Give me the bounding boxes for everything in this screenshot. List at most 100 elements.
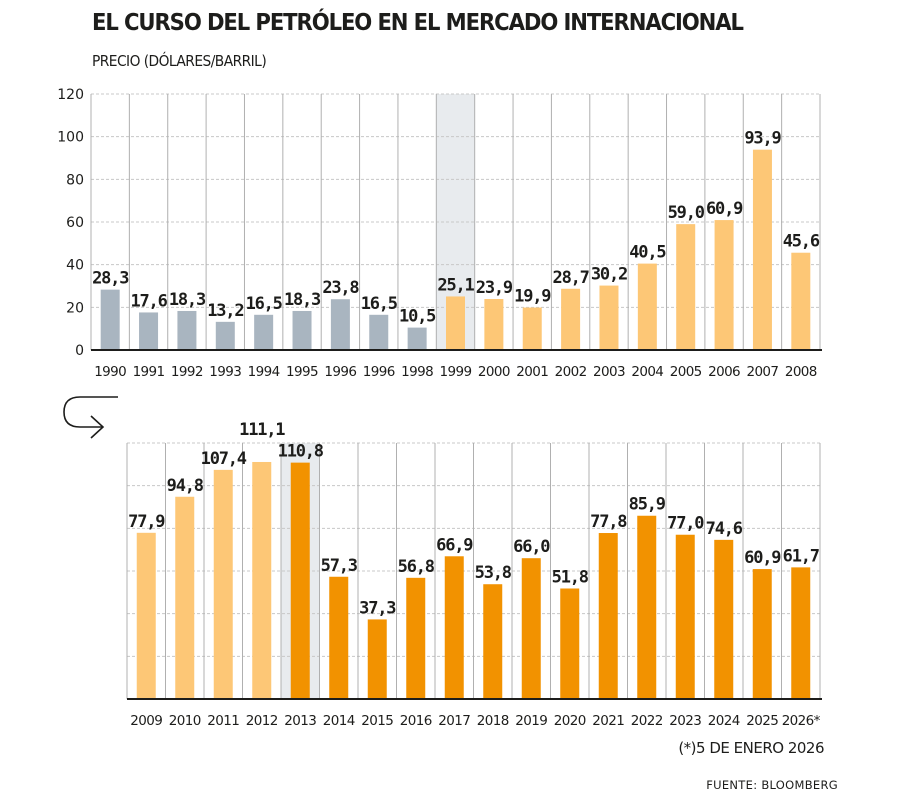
- value-label: 51,8: [552, 567, 589, 587]
- y-tick-label: 120: [57, 87, 84, 103]
- x-tick-label: 2022: [631, 713, 663, 729]
- bar: [752, 569, 772, 699]
- value-label: 77,9: [128, 512, 165, 532]
- bar: [254, 314, 274, 350]
- bar: [521, 558, 541, 699]
- bar: [714, 220, 734, 350]
- x-tick-label: 2023: [669, 713, 701, 729]
- bar: [177, 310, 197, 350]
- x-tick-label: 2003: [593, 364, 625, 380]
- bar: [446, 296, 465, 350]
- value-label: 23,9: [476, 278, 513, 298]
- value-label: 60,9: [744, 548, 781, 568]
- value-label: 28,7: [553, 268, 589, 288]
- x-tick-label: 1990: [94, 364, 126, 380]
- value-label: 110,8: [278, 442, 324, 462]
- y-tick-label: 80: [66, 172, 84, 188]
- x-tick-label: 1993: [209, 364, 241, 380]
- value-label: 30,2: [591, 265, 627, 285]
- value-label: 57,3: [321, 556, 358, 576]
- value-label: 93,9: [744, 129, 781, 149]
- x-tick-label: 2014: [323, 713, 355, 729]
- x-tick-label: 2007: [746, 364, 778, 380]
- x-tick-label: 2017: [438, 713, 470, 729]
- x-tick-label: 2013: [284, 713, 316, 729]
- x-tick-label: 2011: [207, 713, 239, 729]
- x-tick-label: 2012: [246, 713, 278, 729]
- bar: [598, 533, 618, 699]
- y-tick-label: 60: [66, 215, 84, 231]
- x-tick-label: 2018: [477, 713, 509, 729]
- bar: [215, 321, 235, 350]
- x-tick-label: 2006: [708, 364, 740, 380]
- x-tick-label: 2024: [708, 713, 740, 729]
- bar: [637, 263, 657, 350]
- value-label: 40,5: [629, 243, 666, 263]
- value-label: 53,8: [475, 563, 512, 583]
- value-label: 94,8: [167, 476, 204, 496]
- bar: [139, 312, 159, 350]
- value-label: 85,9: [629, 495, 666, 515]
- bar: [175, 496, 195, 699]
- x-tick-label: 1991: [133, 364, 165, 380]
- bar: [522, 307, 542, 350]
- bar: [329, 576, 349, 699]
- bar: [791, 252, 811, 350]
- value-label: 18,3: [284, 290, 321, 310]
- x-tick-label: 1999: [440, 364, 472, 380]
- source-credit: FUENTE: BLOOMBERG: [706, 778, 838, 792]
- value-label: 17,6: [130, 291, 167, 311]
- x-tick-label: 2025: [746, 713, 778, 729]
- curved-arrow-right-icon: [63, 396, 118, 439]
- bar: [444, 556, 464, 699]
- bar: [714, 539, 734, 699]
- bar: [136, 532, 156, 699]
- x-tick-label: 2005: [670, 364, 702, 380]
- bar: [599, 285, 619, 350]
- chart-title: EL CURSO DEL PETRÓLEO EN EL MERCADO INTE…: [92, 10, 744, 36]
- value-label: 25,1: [437, 275, 474, 295]
- x-tick-label: 2015: [361, 713, 393, 729]
- x-tick-label: 2008: [785, 364, 817, 380]
- x-tick-label: 2019: [515, 713, 547, 729]
- x-tick-label: 2020: [554, 713, 586, 729]
- bar: [560, 588, 580, 699]
- x-tick-label: 1995: [286, 364, 318, 380]
- y-tick-label: 20: [66, 300, 84, 316]
- value-label: 10,5: [399, 307, 436, 327]
- value-label: 60,9: [706, 199, 743, 219]
- value-label: 23,8: [322, 278, 359, 298]
- value-label: 16,5: [361, 294, 398, 314]
- value-label: 66,9: [436, 535, 473, 555]
- bar: [330, 299, 350, 350]
- value-label: 77,8: [590, 512, 627, 532]
- bar: [252, 461, 272, 699]
- bar: [100, 289, 120, 350]
- bar: [675, 534, 695, 699]
- value-label: 61,7: [783, 546, 819, 566]
- value-label: 77,0: [667, 514, 704, 534]
- x-tick-label: 1994: [248, 364, 280, 380]
- bar: [213, 469, 233, 699]
- value-label: 13,2: [207, 301, 243, 321]
- x-tick-label: 2010: [169, 713, 201, 729]
- value-label: 16,5: [246, 294, 283, 314]
- bar: [407, 327, 427, 350]
- y-tick-label: 100: [57, 130, 84, 146]
- value-label: 56,8: [398, 557, 435, 577]
- x-tick-label: 1996: [324, 364, 356, 380]
- bar: [791, 567, 811, 699]
- x-tick-label: 2001: [516, 364, 548, 380]
- x-tick-label: 1998: [401, 364, 433, 380]
- x-tick-label: 2000: [478, 364, 510, 380]
- footnote: (*)5 DE ENERO 2026: [678, 739, 824, 757]
- x-tick-label: 2002: [555, 364, 587, 380]
- value-label: 19,9: [514, 287, 551, 307]
- bar: [676, 224, 696, 350]
- bar: [406, 577, 426, 699]
- value-label: 111,1: [239, 420, 285, 440]
- bar: [561, 288, 581, 350]
- x-tick-label: 1996: [363, 364, 395, 380]
- bar: [367, 619, 387, 699]
